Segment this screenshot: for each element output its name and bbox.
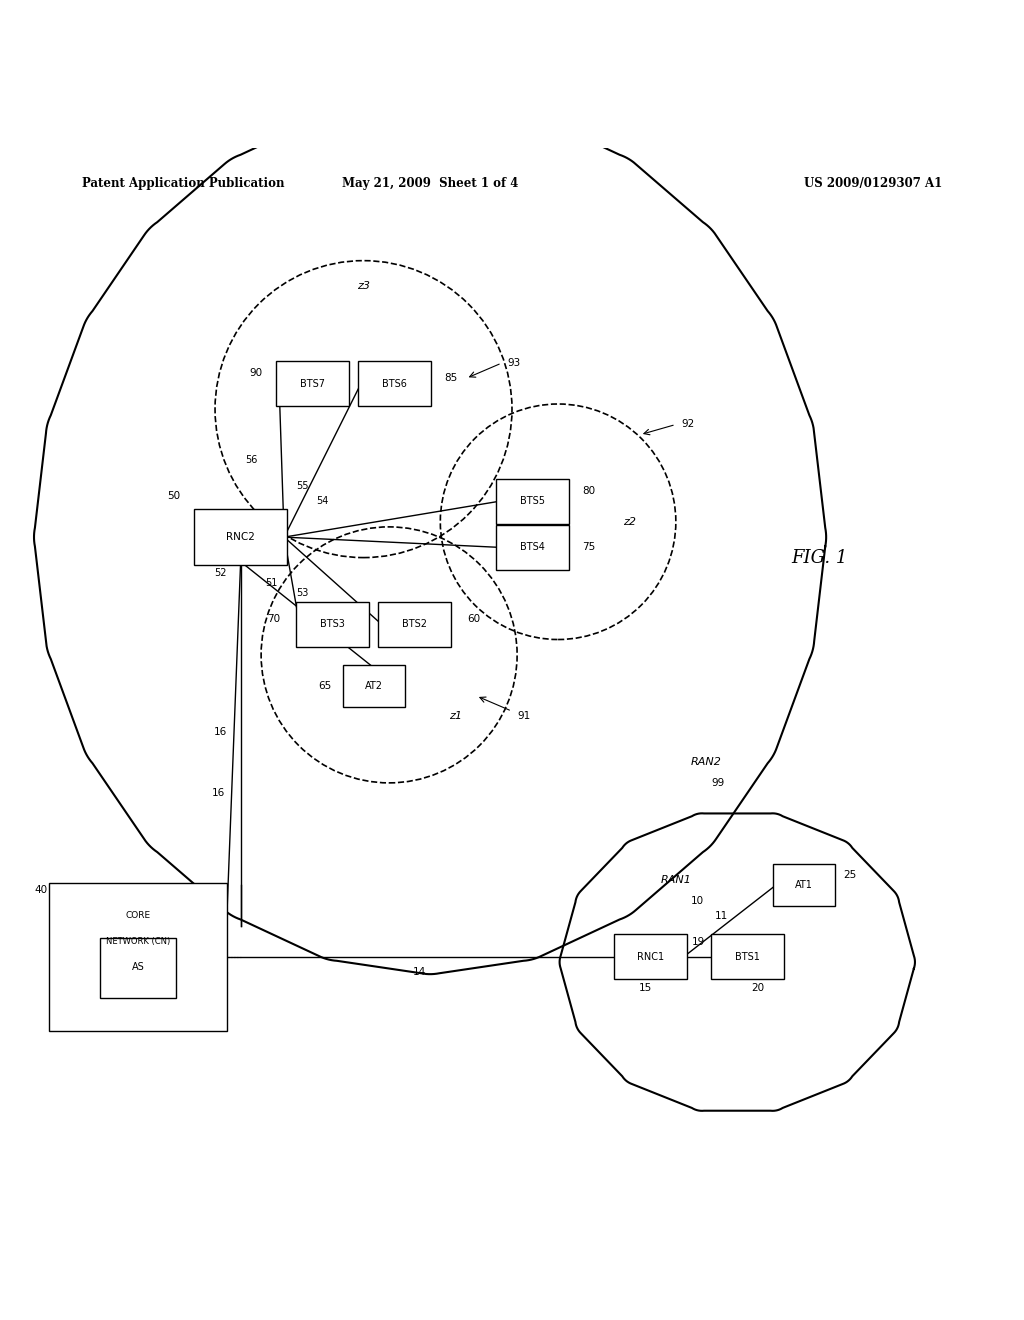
Text: 10: 10 xyxy=(691,895,705,906)
Text: 61: 61 xyxy=(357,665,370,676)
Text: 53: 53 xyxy=(296,589,308,598)
FancyBboxPatch shape xyxy=(297,602,369,647)
Text: Patent Application Publication: Patent Application Publication xyxy=(82,177,285,190)
Text: FIG. 1: FIG. 1 xyxy=(791,549,848,566)
Text: 51: 51 xyxy=(265,578,278,589)
Text: BTS7: BTS7 xyxy=(300,379,325,388)
Text: 80: 80 xyxy=(583,486,595,496)
FancyBboxPatch shape xyxy=(194,510,287,565)
Text: 16: 16 xyxy=(212,788,224,799)
Text: NETWORK (CN): NETWORK (CN) xyxy=(106,937,170,946)
Text: BTS3: BTS3 xyxy=(321,619,345,630)
FancyBboxPatch shape xyxy=(497,525,569,570)
Text: z2: z2 xyxy=(624,516,636,527)
Text: RNC2: RNC2 xyxy=(226,532,255,543)
Text: 99: 99 xyxy=(712,777,725,788)
Text: BTS5: BTS5 xyxy=(520,496,545,507)
Text: 30: 30 xyxy=(153,973,165,982)
Text: CORE: CORE xyxy=(126,912,151,920)
Text: 75: 75 xyxy=(583,543,595,552)
Text: 40: 40 xyxy=(35,886,47,895)
Text: z1: z1 xyxy=(450,711,462,721)
Text: RAN2: RAN2 xyxy=(691,758,722,767)
Text: RNC1: RNC1 xyxy=(637,952,664,962)
Text: 93: 93 xyxy=(507,358,520,368)
Text: BTS6: BTS6 xyxy=(382,379,407,388)
Text: May 21, 2009  Sheet 1 of 4: May 21, 2009 Sheet 1 of 4 xyxy=(342,177,518,190)
Text: AS: AS xyxy=(132,962,144,973)
Text: z3: z3 xyxy=(357,281,370,292)
FancyBboxPatch shape xyxy=(711,935,784,979)
Text: 65: 65 xyxy=(318,681,331,690)
FancyBboxPatch shape xyxy=(497,479,569,524)
Text: 91: 91 xyxy=(517,711,530,721)
FancyBboxPatch shape xyxy=(100,937,176,998)
Text: 90: 90 xyxy=(250,368,262,379)
FancyBboxPatch shape xyxy=(49,883,227,1031)
Text: 92: 92 xyxy=(681,420,694,429)
Text: 25: 25 xyxy=(844,870,856,880)
Text: 52: 52 xyxy=(214,568,226,578)
Text: 70: 70 xyxy=(267,614,280,624)
Text: RAN1: RAN1 xyxy=(660,875,691,886)
Text: 20: 20 xyxy=(752,982,764,993)
Text: 85: 85 xyxy=(444,374,457,383)
Text: BTS2: BTS2 xyxy=(402,619,427,630)
Text: BTS1: BTS1 xyxy=(735,952,760,962)
Text: 50: 50 xyxy=(168,491,180,502)
Text: 15: 15 xyxy=(639,982,651,993)
Text: AT1: AT1 xyxy=(795,880,813,890)
FancyBboxPatch shape xyxy=(358,360,431,407)
Text: 60: 60 xyxy=(468,614,480,624)
FancyBboxPatch shape xyxy=(379,602,452,647)
FancyBboxPatch shape xyxy=(342,664,404,706)
Text: 19: 19 xyxy=(692,937,706,946)
Text: BTS4: BTS4 xyxy=(520,543,545,552)
Text: 14: 14 xyxy=(414,968,426,977)
FancyBboxPatch shape xyxy=(275,360,348,407)
Text: US 2009/0129307 A1: US 2009/0129307 A1 xyxy=(804,177,942,190)
FancyBboxPatch shape xyxy=(773,865,836,907)
Text: AT2: AT2 xyxy=(365,681,383,690)
Text: 54: 54 xyxy=(316,496,329,507)
Text: 16: 16 xyxy=(214,727,226,737)
Text: 11: 11 xyxy=(716,911,728,921)
Text: 56: 56 xyxy=(245,455,257,466)
FancyBboxPatch shape xyxy=(614,935,687,979)
Text: 55: 55 xyxy=(296,480,308,491)
